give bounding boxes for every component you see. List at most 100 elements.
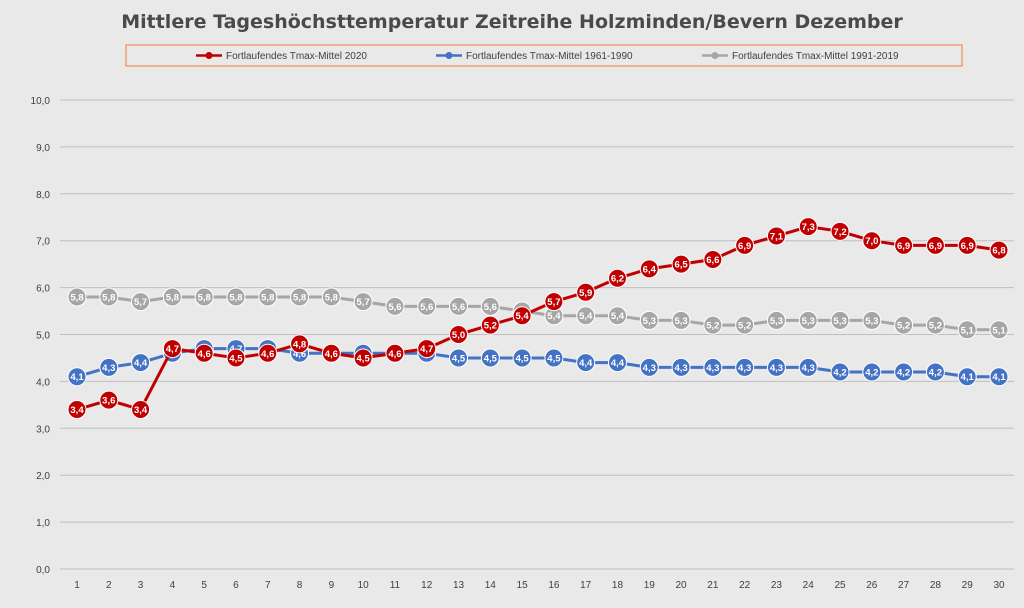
x-tick-label: 8	[297, 580, 303, 591]
data-point	[957, 367, 977, 387]
legend-swatch-marker	[205, 52, 213, 59]
data-label: 3,4	[70, 405, 84, 416]
data-point	[290, 287, 310, 307]
data-point	[321, 287, 341, 307]
data-point	[576, 306, 596, 326]
series: 3,43,63,44,7 4,6 4,5 4,64,84,6 4,5 4,6 4,75,05…	[67, 217, 1009, 420]
data-label: 4,6	[198, 349, 211, 360]
x-tick-label: 6	[233, 580, 239, 591]
data-point	[798, 310, 818, 330]
data-label: 5,2	[738, 321, 751, 332]
data-label: 4,5	[547, 353, 561, 364]
data-point	[735, 357, 755, 377]
x-tick-label: 7	[265, 580, 271, 591]
data-point	[671, 254, 691, 274]
data-point	[703, 315, 723, 335]
data-label: 5,7	[134, 297, 147, 308]
legend-label: Fortlaufendes Tmax-Mittel 1991-2019	[732, 51, 899, 62]
x-axis-ticks: 1 2 3 4 5 6 7 8 9 10 11 12 13 14 15 16 17 18 19 20 21 22 23 24 2…	[74, 580, 1005, 591]
x-tick-label: 9	[329, 580, 335, 591]
data-label: 4,1	[70, 372, 84, 383]
data-point	[766, 310, 786, 330]
data-point	[703, 357, 723, 377]
data-label: 5,3	[770, 316, 783, 327]
x-tick-label: 12	[421, 580, 433, 591]
x-tick-label: 22	[739, 580, 751, 591]
data-label: 6,9	[738, 241, 751, 252]
legend-item: Fortlaufendes Tmax-Mittel 2020	[196, 51, 367, 62]
data-label: 7,0	[865, 236, 878, 247]
y-tick-label: 4,0	[36, 377, 50, 388]
data-label: 4,5	[515, 353, 529, 364]
data-label: 5,0	[452, 330, 465, 341]
x-tick-label: 15	[517, 580, 529, 591]
legend-swatch-marker	[711, 52, 719, 59]
data-label: 6,2	[611, 274, 624, 285]
data-point	[449, 296, 469, 316]
data-point	[162, 339, 182, 359]
data-label: 7,3	[802, 222, 815, 233]
data-point	[449, 348, 469, 368]
series-line	[76, 347, 999, 379]
data-point	[862, 231, 882, 251]
x-tick-label: 4	[170, 580, 176, 591]
y-axis-ticks: 0,0 1,0 2,0 3,0 4,0 5,0 6,0 7,0 8,0 9,0 10,0	[31, 96, 51, 576]
data-label: 5,2	[706, 321, 719, 332]
data-point	[925, 362, 945, 382]
legend-swatch-marker	[445, 52, 453, 59]
data-point	[417, 296, 437, 316]
data-label: 4,6	[325, 349, 338, 360]
data-point	[639, 310, 659, 330]
y-tick-label: 7,0	[36, 237, 50, 248]
y-tick-label: 10,0	[31, 96, 51, 107]
data-label: 5,3	[802, 316, 815, 327]
data-label: 5,1	[992, 325, 1006, 336]
data-point	[99, 390, 119, 410]
data-point	[417, 339, 437, 359]
series-line	[76, 225, 1000, 412]
data-label: 4,2	[865, 368, 878, 379]
data-point	[512, 306, 532, 326]
data-point	[512, 348, 532, 368]
data-label: 5,8	[198, 292, 211, 303]
y-tick-label: 1,0	[36, 518, 50, 529]
data-point	[67, 367, 87, 387]
x-tick-label: 25	[834, 580, 846, 591]
x-tick-label: 5	[201, 580, 207, 591]
data-point	[99, 357, 119, 377]
legend-item: Fortlaufendes Tmax-Mittel 1961-1990	[436, 51, 633, 62]
data-label: 4,8	[293, 339, 306, 350]
data-point	[862, 362, 882, 382]
data-label: 5,7	[357, 297, 370, 308]
data-point	[67, 400, 87, 420]
data-point	[989, 367, 1009, 387]
data-label: 5,4	[611, 311, 625, 322]
data-label: 4,5	[452, 353, 466, 364]
data-point	[226, 287, 246, 307]
data-label: 4,4	[579, 358, 593, 369]
data-label: 5,8	[293, 292, 306, 303]
y-tick-label: 2,0	[36, 471, 50, 482]
y-tick-label: 5,0	[36, 331, 50, 342]
data-label: 5,1	[961, 325, 975, 336]
x-tick-label: 2	[106, 580, 112, 591]
data-point	[449, 325, 469, 344]
data-point	[607, 353, 627, 373]
data-point	[194, 287, 214, 307]
data-label: 4,3	[643, 363, 656, 374]
data-point	[671, 357, 691, 377]
x-tick-label: 30	[993, 580, 1005, 591]
data-point	[131, 353, 151, 373]
data-point	[131, 400, 151, 420]
data-label: 5,8	[102, 292, 115, 303]
x-tick-label: 11	[390, 580, 401, 591]
data-point	[353, 292, 373, 312]
data-point	[194, 343, 214, 363]
y-tick-label: 0,0	[36, 565, 50, 576]
x-tick-label: 29	[962, 580, 974, 591]
data-point	[480, 348, 500, 368]
data-point	[735, 315, 755, 335]
chart-title: Mittlere Tageshöchsttemperatur Zeitreihe…	[121, 11, 903, 33]
data-label: 5,4	[515, 311, 529, 322]
x-tick-label: 26	[866, 580, 878, 591]
